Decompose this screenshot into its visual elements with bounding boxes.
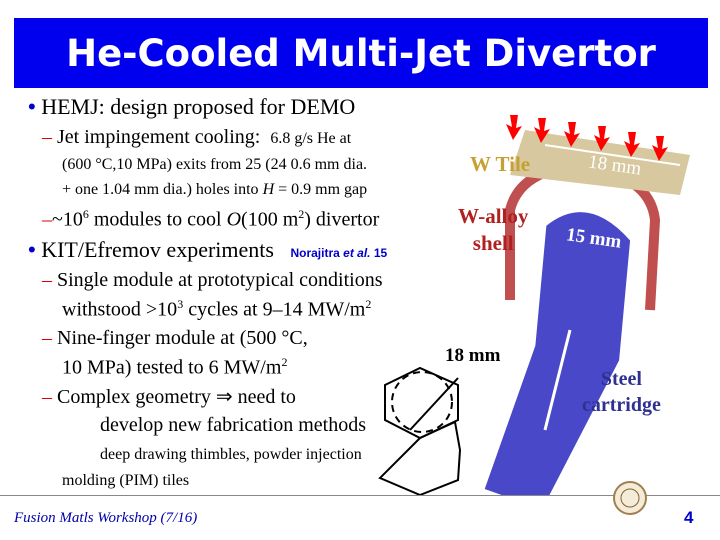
dim-18mm-hex: 18 mm	[445, 345, 501, 366]
bullet-kit: • KIT/Efremov experiments Norajitra et a…	[28, 237, 388, 262]
w-tile-label: W Tile	[470, 152, 531, 176]
nine-line2: 10 MPa) tested to 6 MW/m2	[62, 355, 288, 379]
jet-line3: + one 1.04 mm dia.) holes into H = 0.9 m…	[62, 181, 368, 198]
hex-layout	[378, 366, 462, 495]
title-bar: He-Cooled Multi-Jet Divertor	[14, 18, 708, 88]
slide-title: He-Cooled Multi-Jet Divertor	[66, 31, 656, 75]
hex-dimension-line	[409, 377, 459, 431]
complex-line2: develop new fabrication methods	[100, 414, 367, 436]
cartridge	[484, 212, 631, 495]
footer-divider	[0, 495, 720, 496]
footer-text: Fusion Matls Workshop (7/16)	[14, 510, 198, 526]
page-number: 4	[684, 508, 694, 527]
steel-cartridge-label: Steel cartridge	[582, 368, 661, 416]
jet-main: Jet impingement cooling:	[57, 126, 261, 148]
jet-line2: (600 °C,10 MPa) exits from 25 (24 0.6 mm…	[62, 156, 368, 173]
sub-single: – Single module at prototypical conditio…	[42, 269, 383, 291]
deep-line2: molding (PIM) tiles	[62, 472, 190, 489]
deep-line1: deep drawing thimbles, powder injection	[100, 446, 362, 463]
university-seal-icon	[613, 481, 647, 515]
flow-arrow	[543, 329, 572, 431]
divertor-diagram	[378, 115, 690, 495]
w-alloy-label: W-alloy shell	[458, 204, 529, 255]
jet-small: 6.8 g/s He at	[270, 130, 352, 147]
sub-complex: – Complex geometry ⇒ need to	[42, 386, 296, 408]
reference-citation: Norajitra et al. 15	[290, 246, 388, 260]
heat-flux-arrows	[506, 115, 668, 161]
sub-nine: – Nine-finger module at (500 °C,	[42, 327, 308, 349]
sub-modules: –~106 modules to cool O(100 m2) divertor	[42, 207, 380, 231]
sub-jet: – Jet impingement cooling: 6.8 g/s He at	[42, 126, 352, 148]
single-line2: withstood >103 cycles at 9–14 MW/m2	[62, 297, 372, 321]
bullet-hemj: • HEMJ: design proposed for DEMO	[28, 94, 356, 119]
w-tile	[510, 130, 690, 195]
bullet-text: HEMJ: design proposed for DEMO	[41, 94, 356, 119]
